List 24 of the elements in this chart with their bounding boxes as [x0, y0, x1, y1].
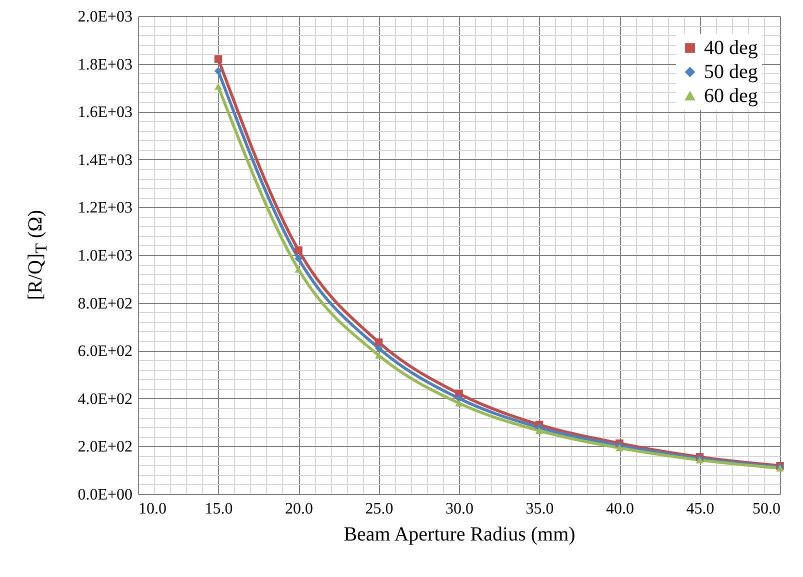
y-tick-label: 1.2E+03	[78, 200, 132, 217]
x-tick-label: 15.0	[204, 500, 233, 518]
y-tick-label: 6.0E+02	[78, 343, 132, 360]
x-axis-title: Beam Aperture Radius (mm)	[344, 524, 576, 546]
x-tick-label: 40.0	[606, 500, 634, 518]
y-tick-label: 1.6E+03	[78, 104, 132, 122]
x-tick-label: 45.0	[686, 500, 714, 518]
y-tick-label: 0.0E+00	[78, 486, 132, 504]
y-tick-label: 1.4E+03	[78, 152, 132, 169]
x-tick-label: 30.0	[446, 500, 474, 518]
legend-label: 50 deg	[704, 61, 758, 83]
x-tick-label: 50.0	[752, 500, 780, 518]
y-tick-label: 4.0E+02	[78, 390, 132, 408]
y-tick-label: 2.0E+03	[78, 8, 132, 26]
x-tick-label: 35.0	[526, 500, 554, 518]
x-tick-label: 20.0	[285, 500, 313, 518]
legend-label: 40 deg	[704, 37, 758, 59]
x-tick-label: 25.0	[365, 500, 394, 518]
y-tick-label: 1.8E+03	[78, 56, 132, 74]
y-tick-label: 2.0E+02	[78, 438, 132, 456]
x-tick-label: 10.0	[138, 500, 166, 518]
y-tick-label: 1.0E+03	[78, 248, 132, 264]
y-tick-label: 8.0E+02	[78, 295, 132, 312]
legend-label: 60 deg	[704, 85, 758, 107]
